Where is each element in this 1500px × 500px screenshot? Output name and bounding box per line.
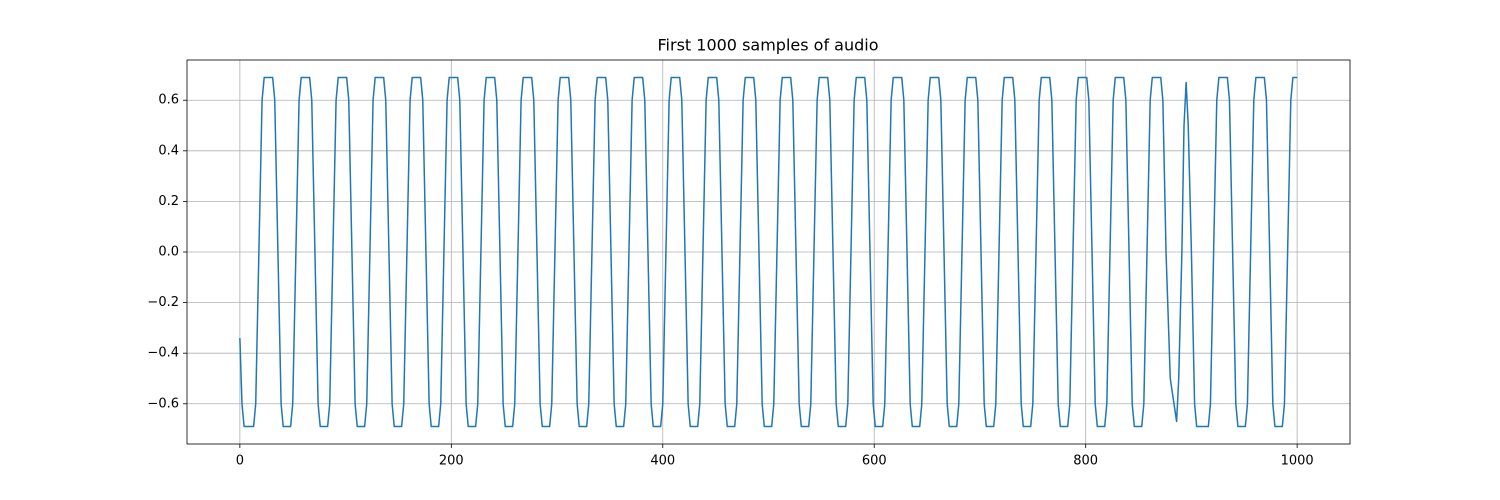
y-tick-label: −0.4 xyxy=(147,346,179,361)
x-tick-label: 400 xyxy=(650,454,675,469)
y-tick-label: 0.0 xyxy=(158,245,179,260)
x-tick-label: 800 xyxy=(1073,454,1098,469)
y-tick-label: 0.6 xyxy=(158,93,179,108)
x-tick-label: 600 xyxy=(862,454,887,469)
plot-frame xyxy=(186,59,1351,445)
y-tick-label: 0.2 xyxy=(158,194,179,209)
y-tick-label: −0.6 xyxy=(147,396,179,411)
x-tick-label: 1000 xyxy=(1281,454,1314,469)
x-tick-label: 0 xyxy=(236,454,244,469)
y-tick-label: −0.2 xyxy=(147,295,179,310)
chart-title: First 1000 samples of audio xyxy=(658,36,879,55)
x-tick-label: 200 xyxy=(439,454,464,469)
data-line xyxy=(239,76,1298,428)
y-tick-label: 0.4 xyxy=(158,143,179,158)
